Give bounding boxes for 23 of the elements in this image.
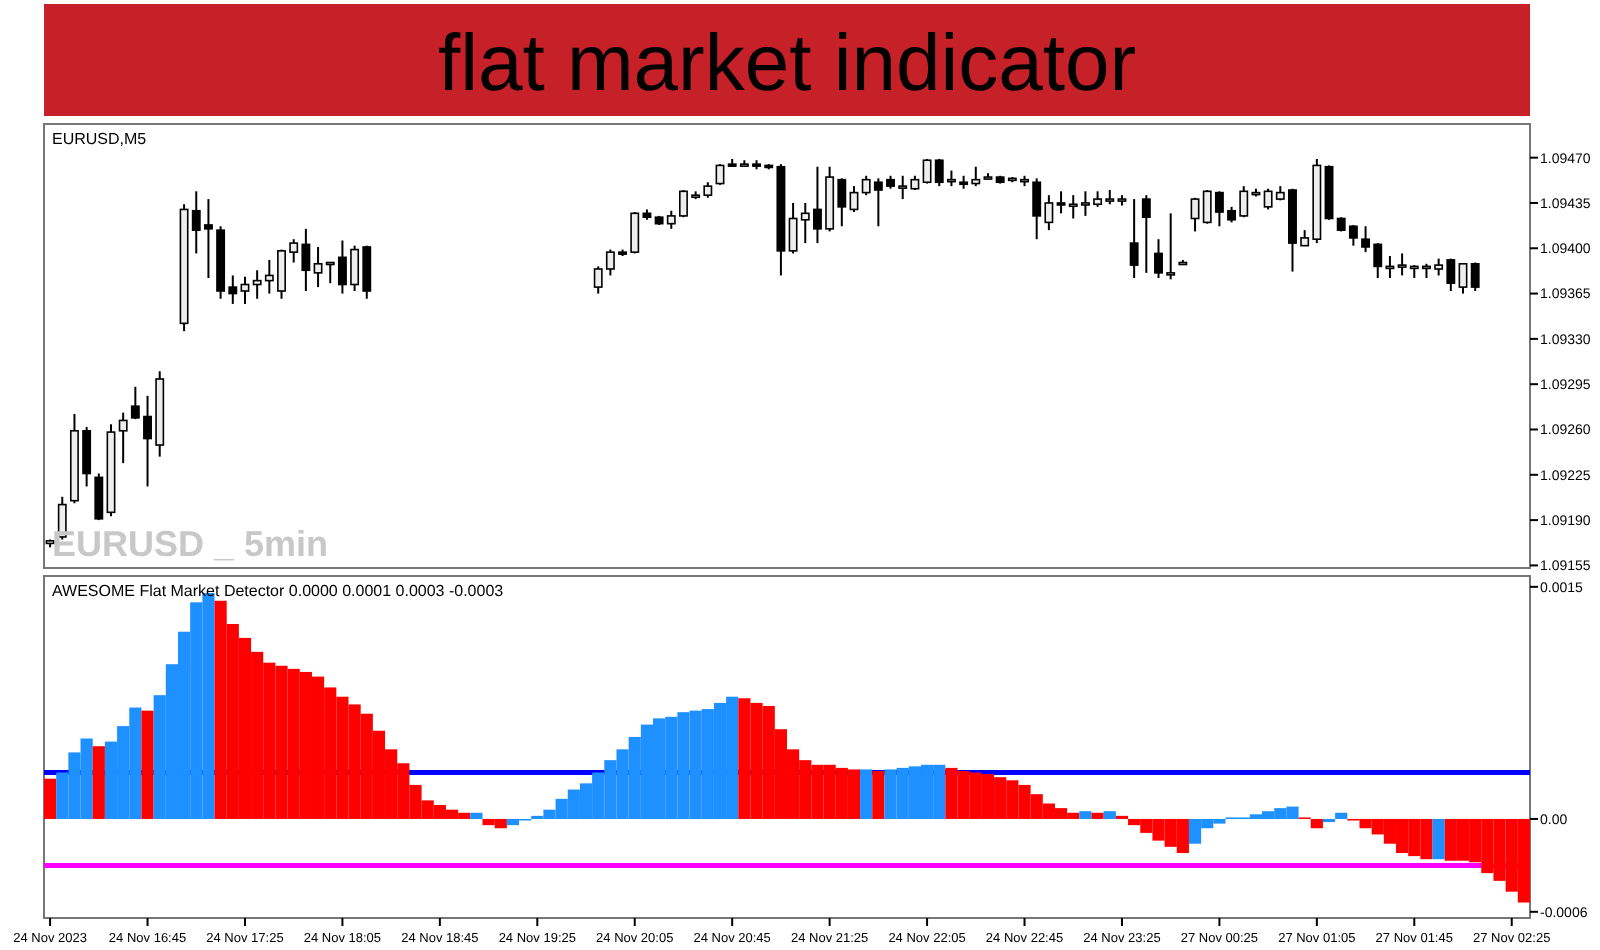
bar	[92, 746, 105, 819]
bar	[872, 770, 885, 819]
candlestick	[1470, 261, 1480, 292]
bar	[1335, 812, 1348, 819]
candlestick	[1190, 196, 1200, 233]
bar	[1103, 811, 1116, 819]
candlestick	[94, 472, 104, 522]
bar	[1310, 818, 1323, 829]
bar	[860, 769, 873, 819]
bar	[141, 710, 154, 819]
candlestick	[118, 411, 128, 465]
chart-title: flat market indicator	[437, 20, 1137, 108]
candlestick	[1458, 262, 1468, 295]
chart-title: AWESOME Flat Market Detector 0.0000 0.0001 0.0003 -0.0003	[52, 582, 505, 600]
candlestick	[1141, 194, 1151, 274]
bar	[1091, 812, 1104, 819]
bar	[44, 778, 57, 819]
candlestick	[240, 275, 250, 305]
bar	[1079, 811, 1092, 819]
candlestick	[1129, 198, 1139, 280]
bar	[470, 812, 483, 819]
annotation: EURUSD,M5	[52, 130, 148, 148]
bar	[1432, 818, 1445, 860]
